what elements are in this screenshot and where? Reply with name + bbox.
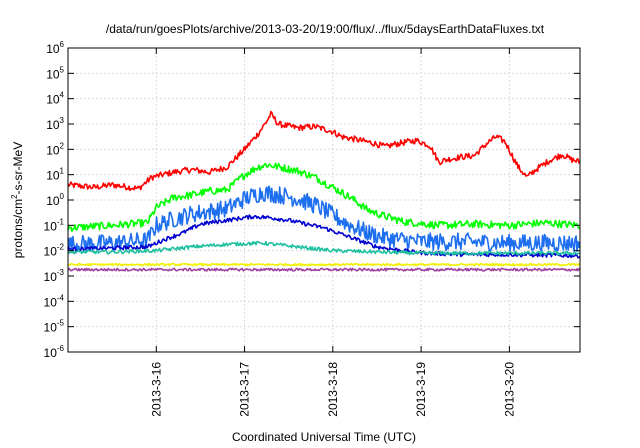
x-tick-label: 2013-3-18 xyxy=(326,362,340,417)
grid-layer xyxy=(68,48,580,352)
series-line-1 xyxy=(67,110,581,192)
y-tick-label: 101 xyxy=(46,167,64,183)
x-axis-label: Coordinated Universal Time (UTC) xyxy=(232,430,416,444)
series-line-4 xyxy=(67,214,581,259)
y-tick-label: 104 xyxy=(46,91,64,107)
x-tick-labels: 2013-3-16 2013-3-17 2013-3-18 2013-3-19 2013… xyxy=(149,362,516,417)
x-tick-label: 2013-3-19 xyxy=(414,362,428,417)
y-tick-label: 10-5 xyxy=(44,319,65,335)
y-tick-label: 10-2 xyxy=(44,243,65,259)
series-line-3 xyxy=(67,185,581,254)
y-tick-label: 10-6 xyxy=(44,344,65,360)
series-line-7 xyxy=(67,267,581,272)
series-layer xyxy=(67,110,581,272)
x-tick-label: 2013-3-20 xyxy=(502,362,516,417)
y-tick-label: 106 xyxy=(46,40,64,56)
x-tick-label: 2013-3-17 xyxy=(238,362,252,417)
x-tick-label: 2013-3-16 xyxy=(149,362,163,417)
y-tick-label: 10-3 xyxy=(44,268,65,284)
y-tick-label: 105 xyxy=(46,65,64,81)
y-tick-labels: 106 105 104 103 102 101 100 10-1 10-2 10-3 10-4 10-… xyxy=(44,40,65,360)
y-tick-label: 10-4 xyxy=(44,293,65,309)
chart-title: /data/run/goesPlots/archive/2013-03-20/1… xyxy=(106,22,545,36)
series-line-6 xyxy=(67,262,581,267)
series-line-5 xyxy=(67,240,581,256)
y-tick-label: 100 xyxy=(46,192,64,208)
y-axis-label: protons/cm2-s-sr-MeV xyxy=(10,142,25,258)
tick-layer xyxy=(68,47,580,353)
y-tick-label: 103 xyxy=(46,116,64,132)
series-line-2 xyxy=(67,162,581,232)
y-tick-label: 10-1 xyxy=(44,217,65,233)
y-tick-label: 102 xyxy=(46,141,64,157)
